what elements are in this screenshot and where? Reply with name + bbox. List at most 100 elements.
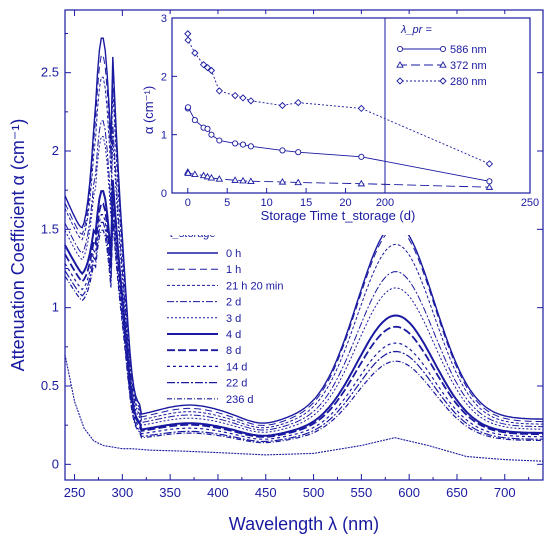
inset-legend-label: 372 nm <box>450 60 487 72</box>
inset-series-line <box>187 171 490 188</box>
spectrum-curve <box>64 221 543 444</box>
inset-marker-circle <box>232 140 239 147</box>
main-legend-label: 1 h <box>226 264 241 276</box>
inset-x-tick-label: 20 <box>339 197 351 209</box>
main-x-tick-label: 350 <box>159 485 181 500</box>
main-x-tick-label: 600 <box>398 485 420 500</box>
inset-marker-triangle <box>203 172 212 180</box>
inset-marker-circle <box>279 147 286 154</box>
main-axes: 250 300 350 400 450 500 550 600 650 70000.511.522… <box>41 10 543 500</box>
inset-marker-circle <box>396 45 404 53</box>
main-x-tick-label: 650 <box>446 485 468 500</box>
inset-marker-diamond <box>247 97 255 105</box>
inset-x-tick-label: 0 <box>185 197 191 209</box>
inset-marker-diamond <box>203 63 212 72</box>
main-x-tick-label: 300 <box>112 485 134 500</box>
inset-plot-frame <box>171 17 531 194</box>
spectrum-curve <box>64 204 543 440</box>
spectrum-curve <box>64 37 543 424</box>
main-y-tick-label: 0 <box>52 456 59 471</box>
inset-marker-diamond <box>294 98 302 107</box>
main-legend-label: 21 h 20 min <box>226 280 283 292</box>
spectrum-curve <box>64 120 543 431</box>
inset-marker-diamond <box>207 66 216 75</box>
inset-legend-title: λ_pr = <box>400 24 432 36</box>
main-legend-label: 4 d <box>226 329 241 341</box>
main-x-tick-label: 400 <box>207 485 229 500</box>
main-legend-label: 2 d <box>226 297 241 309</box>
spectrum-curve <box>64 179 543 437</box>
inset-marker-circle <box>204 125 211 132</box>
inset-marker-circle <box>486 178 493 185</box>
inset-marker-triangle <box>278 178 287 185</box>
inset-marker-triangle <box>239 176 247 184</box>
inset-marker-circle <box>191 117 198 124</box>
inset-marker-diamond <box>239 94 247 102</box>
main-legend-label: 3 d <box>226 313 241 325</box>
main-legend-label: 8 d <box>226 345 241 357</box>
inset-y-tick-label: 1 <box>161 130 167 142</box>
spectrum-curve <box>64 54 543 426</box>
main-curves <box>64 37 544 462</box>
main-y-tick-label: 1.5 <box>41 221 59 236</box>
main-y-tick-label: 2 <box>52 143 59 158</box>
inset-marker-triangle <box>231 176 239 183</box>
inset-axes: 0 5 10 15 20 200 250 0 1 2 3 <box>161 13 539 209</box>
main-x-axis-label: Wavelength λ (nm) <box>229 514 379 534</box>
inset-marker-circle <box>358 153 365 160</box>
main-x-tick-label: 450 <box>255 485 277 500</box>
spectrum-curve <box>64 136 544 433</box>
main-y-tick-label: 0.5 <box>41 378 59 393</box>
inset-x-axis-label: Storage Time t_storage (d) <box>261 208 416 223</box>
main-x-tick-label: 250 <box>64 485 86 500</box>
main-legend-label: 0 h <box>226 248 241 260</box>
inset-marker-diamond <box>184 36 192 44</box>
inset-marker-triangle <box>191 170 199 177</box>
inset-marker-triangle <box>294 178 303 186</box>
inset-marker-diamond <box>231 91 239 100</box>
inset-y-tick-label: 3 <box>161 13 167 25</box>
main-legend-label: 236 d <box>226 394 254 406</box>
inset-marker-circle <box>247 143 254 150</box>
inset-marker-diamond <box>184 30 192 38</box>
inset-x-tick-label: 10 <box>261 197 273 209</box>
baseline-spectrum-curve <box>64 354 544 462</box>
inset-marker-circle <box>295 149 302 156</box>
spectrum-curve <box>64 192 543 438</box>
main-legend-label: 14 d <box>226 361 247 373</box>
inset-legend: λ_pr = 586 nm 372 nm 280 nm <box>396 24 487 88</box>
inset-y-tick-label: 0 <box>161 188 167 200</box>
inset-marker-diamond <box>439 77 447 85</box>
spectrum-curve <box>64 213 543 443</box>
inset-x-tick-label: 250 <box>521 197 539 209</box>
main-x-tick-label: 500 <box>303 485 325 500</box>
main-y-axis-label: Attenuation Coefficient α (cm⁻¹) <box>8 119 28 372</box>
inset-marker-triangle <box>207 173 216 181</box>
inset-marker-triangle <box>215 175 224 182</box>
inset-legend-label: 586 nm <box>450 44 487 56</box>
inset-marker-circle <box>216 137 223 144</box>
spectrum-curve <box>64 76 543 429</box>
main-y-tick-label: 2.5 <box>41 65 59 80</box>
inset-marker-triangle <box>199 171 208 179</box>
inset-marker-triangle <box>184 169 192 176</box>
inset-x-tick-label: 200 <box>376 197 394 209</box>
inset-x-tick-label: 5 <box>224 197 230 209</box>
inset-marker-diamond <box>485 160 494 168</box>
inset-marker-triangle <box>357 179 366 187</box>
inset-series <box>183 30 494 190</box>
inset-marker-circle <box>239 141 247 148</box>
inset-marker-circle <box>439 45 447 53</box>
inset-marker-triangle <box>396 61 404 68</box>
inset-marker-triangle <box>439 61 447 68</box>
inset-y-axis-label: α (cm⁻¹) <box>141 86 156 134</box>
main-x-tick-label: 550 <box>351 485 373 500</box>
main-legend-label: 22 d <box>226 378 247 390</box>
main-plot-frame <box>64 9 544 481</box>
inset-legend-label: 280 nm <box>450 76 487 88</box>
inset-marker-diamond <box>199 61 208 69</box>
main-y-tick-label: 1 <box>52 300 59 315</box>
inset-marker-diamond <box>357 104 365 113</box>
